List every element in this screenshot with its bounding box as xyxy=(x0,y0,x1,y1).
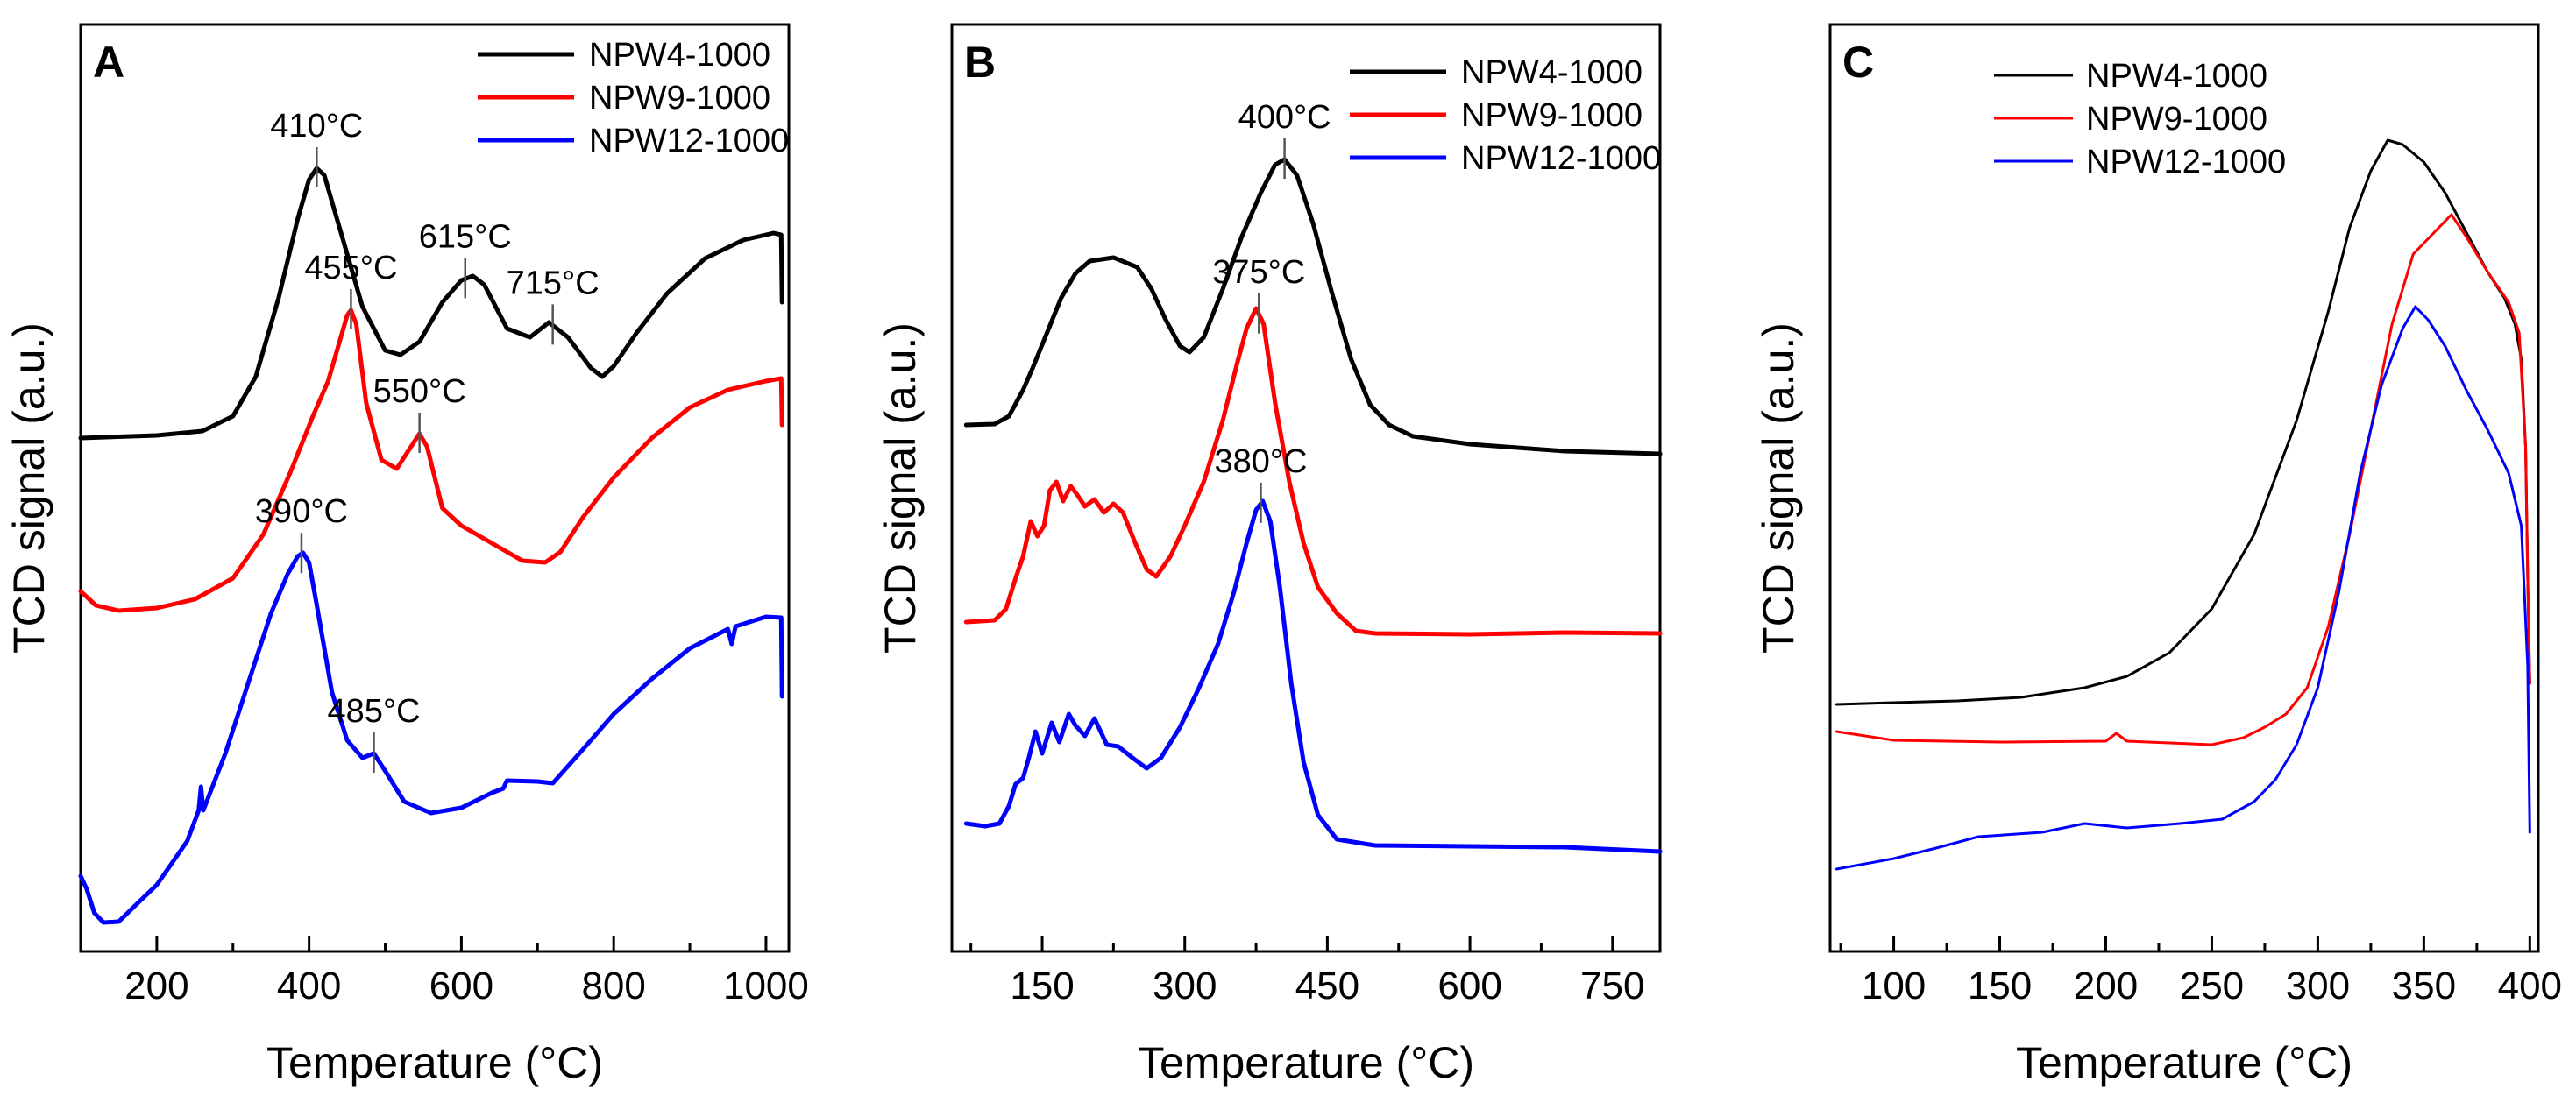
panel-a-x-tick-label: 600 xyxy=(429,965,493,1008)
panel-a-x-tick-label: 200 xyxy=(124,965,188,1008)
panel-c-series-npw12-1000 xyxy=(1834,305,2531,871)
panel-b-x-ticks: 150 300 450 600 750 xyxy=(969,936,1644,1008)
panel-a-legend-label: NPW9-1000 xyxy=(589,80,770,117)
panel-b-frame xyxy=(950,23,1662,953)
panel-a-frame xyxy=(79,23,791,953)
panel-a-peak-label: 550°C xyxy=(373,373,466,410)
panel-b-legend-label: NPW9-1000 xyxy=(1461,97,1643,134)
panel-b-series-npw12-1000 xyxy=(963,498,1663,854)
panel-b-peak-label: 375°C xyxy=(1212,254,1305,291)
panel-c-legend-label: NPW9-1000 xyxy=(2086,101,2267,138)
panel-b-legend: NPW4-1000 NPW9-1000 NPW12-1000 xyxy=(1350,54,1661,177)
panel-a-peak-label: 410°C xyxy=(270,108,363,145)
panel-b-x-axis-title: Temperature (°C) xyxy=(1138,1038,1474,1087)
panel-c-curves xyxy=(1834,138,2531,871)
panel-a-x-ticks: 200 400 600 800 1000 xyxy=(79,936,809,1008)
panel-b-x-tick-label: 600 xyxy=(1437,965,1501,1008)
panel-a-series-npw9-1000 xyxy=(78,308,784,613)
panel-b-x-tick-label: 300 xyxy=(1153,965,1217,1008)
panel-c-x-tick-label: 100 xyxy=(1862,965,1926,1008)
panel-a-peak-label: 390°C xyxy=(255,493,348,530)
panel-b-x-tick-label: 450 xyxy=(1295,965,1359,1008)
panel-a-peak-label: 485°C xyxy=(327,693,420,730)
panel-b-x-tick-label: 750 xyxy=(1580,965,1644,1008)
panel-a-curves xyxy=(78,166,784,925)
panel-b-annotations: 400°C 375°C 380°C xyxy=(1212,99,1331,523)
panel-a-x-tick-label: 1000 xyxy=(723,965,809,1008)
panel-c-legend: NPW4-1000 NPW9-1000 NPW12-1000 xyxy=(1994,58,2286,180)
panel-b-peak-label: 400°C xyxy=(1238,99,1331,136)
panel-a-series-npw12-1000 xyxy=(78,550,784,925)
panel-c-legend-label: NPW12-1000 xyxy=(2086,144,2286,180)
panel-b-series-npw9-1000 xyxy=(963,306,1663,637)
panel-c-x-tick-label: 250 xyxy=(2180,965,2244,1008)
panel-c-letter: C xyxy=(1842,38,1874,87)
panel-b: B 150 300 450 600 750 400°C 375°C 380°C NPW4-1… xyxy=(876,23,1663,1087)
panel-a-series-npw4-1000 xyxy=(78,166,784,441)
panel-a-letter: A xyxy=(93,38,124,87)
panel-c-x-tick-label: 200 xyxy=(2074,965,2138,1008)
panel-b-legend-label: NPW12-1000 xyxy=(1461,140,1661,177)
panel-a-legend-label: NPW4-1000 xyxy=(589,37,770,74)
panel-b-series-npw4-1000 xyxy=(963,157,1663,456)
panel-b-peak-label: 380°C xyxy=(1214,443,1307,480)
panel-c-legend-label: NPW4-1000 xyxy=(2086,58,2267,95)
panel-a-peak-label: 715°C xyxy=(507,265,600,301)
panel-b-legend-label: NPW4-1000 xyxy=(1461,54,1643,91)
panel-a-peak-label: 455°C xyxy=(304,250,397,286)
panel-c-x-tick-label: 150 xyxy=(1968,965,2032,1008)
panel-c-x-axis-title: Temperature (°C) xyxy=(2016,1038,2352,1087)
panel-c-x-tick-label: 350 xyxy=(2392,965,2456,1008)
panel-c-x-tick-label: 300 xyxy=(2286,965,2350,1008)
panel-a-legend: NPW4-1000 NPW9-1000 NPW12-1000 xyxy=(478,37,789,159)
panel-b-y-axis-title: TCD signal (a.u.) xyxy=(876,322,925,654)
panel-c-y-axis-title: TCD signal (a.u.) xyxy=(1754,322,1803,654)
panel-a: A 200 400 600 800 1000 410°C 615°C 715°C 455°C 5… xyxy=(4,23,809,1087)
panel-c-x-tick-label: 400 xyxy=(2498,965,2562,1008)
panel-c-frame xyxy=(1828,23,2540,953)
panel-c: C 100 150 200 250 300 350 400 NPW4-1000 NPW9-10… xyxy=(1754,23,2562,1087)
panel-a-peak-label: 615°C xyxy=(419,218,512,255)
panel-b-curves xyxy=(963,157,1663,854)
panel-c-x-ticks: 100 150 200 250 300 350 400 xyxy=(1839,936,2562,1008)
panel-a-x-tick-label: 400 xyxy=(277,965,341,1008)
panel-b-letter: B xyxy=(964,38,996,87)
panel-a-annotations: 410°C 615°C 715°C 455°C 550°C 390°C 485°C xyxy=(255,108,600,773)
panel-b-x-tick-label: 150 xyxy=(1010,965,1074,1008)
panel-a-y-axis-title: TCD signal (a.u.) xyxy=(4,322,53,654)
panel-a-x-axis-title: Temperature (°C) xyxy=(266,1038,603,1087)
panel-a-legend-label: NPW12-1000 xyxy=(589,123,789,159)
panel-a-x-tick-label: 800 xyxy=(581,965,645,1008)
